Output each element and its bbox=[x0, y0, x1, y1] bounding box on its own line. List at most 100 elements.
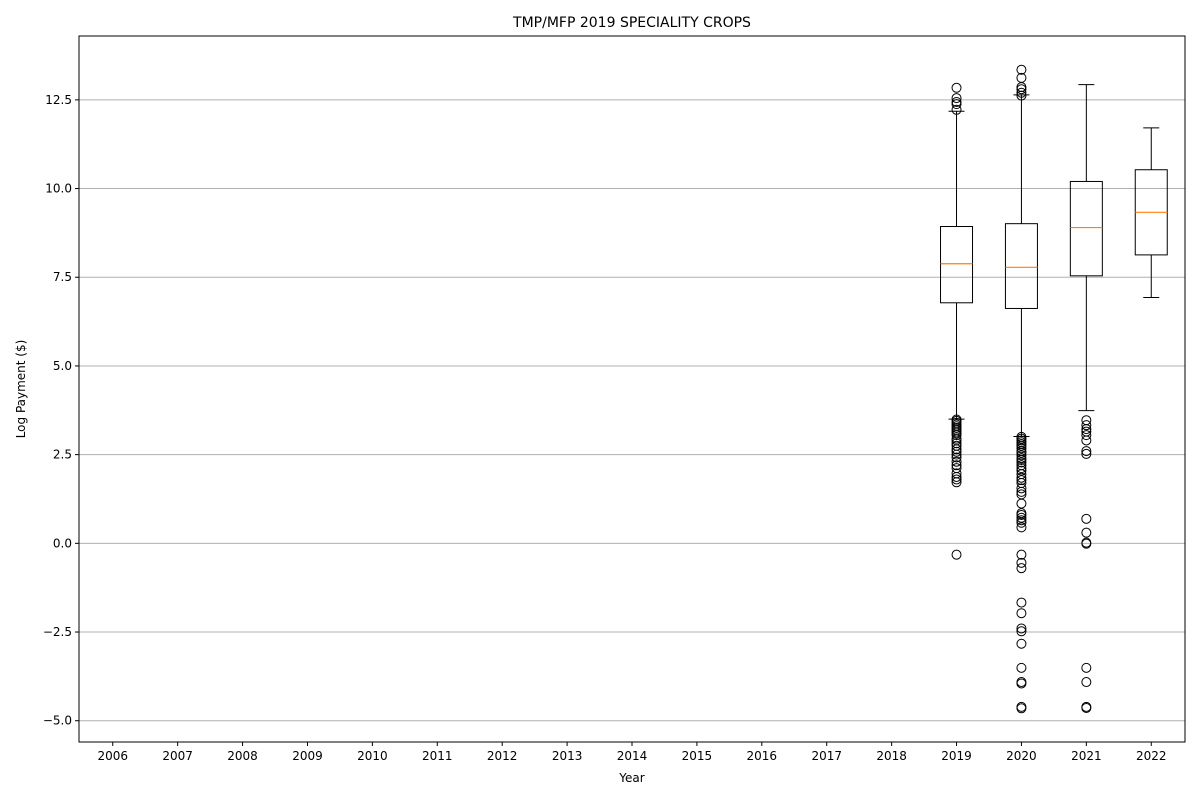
y-tick-label: 0.0 bbox=[53, 536, 72, 550]
outlier-point bbox=[951, 444, 962, 455]
outlier-point bbox=[1081, 677, 1092, 688]
x-tick-label: 2009 bbox=[292, 749, 323, 763]
outlier-point bbox=[1016, 454, 1027, 465]
outlier-point bbox=[1016, 563, 1027, 574]
x-tick-label: 2018 bbox=[876, 749, 907, 763]
x-tick-label: 2016 bbox=[747, 749, 778, 763]
outlier-point bbox=[1016, 447, 1027, 458]
box-iqr bbox=[940, 226, 974, 304]
x-tick-label: 2006 bbox=[97, 749, 128, 763]
outlier-point bbox=[1016, 626, 1027, 637]
y-axis-label: Log Payment ($) bbox=[14, 340, 28, 439]
x-tick-label: 2011 bbox=[422, 749, 453, 763]
outlier-point bbox=[1016, 440, 1027, 451]
outlier-point bbox=[1081, 527, 1092, 538]
outlier-point bbox=[951, 477, 962, 488]
outlier-point bbox=[1016, 549, 1027, 560]
outlier-point bbox=[1016, 450, 1027, 461]
outlier-point bbox=[1016, 597, 1027, 608]
outlier-point bbox=[1016, 498, 1027, 509]
outlier-point bbox=[1016, 443, 1027, 454]
outlier-point bbox=[951, 430, 962, 441]
x-tick-label: 2013 bbox=[552, 749, 583, 763]
outlier-point bbox=[1016, 515, 1027, 526]
outlier-point bbox=[1081, 513, 1092, 524]
x-tick-label: 2007 bbox=[162, 749, 193, 763]
outlier-point bbox=[1016, 522, 1027, 533]
outlier-point bbox=[1081, 702, 1092, 713]
outlier-point bbox=[1016, 465, 1027, 476]
outlier-point bbox=[1081, 420, 1092, 431]
outlier-point bbox=[1016, 512, 1027, 523]
x-tick-label: 2010 bbox=[357, 749, 388, 763]
x-tick-label: 2020 bbox=[1006, 749, 1037, 763]
outlier-point bbox=[951, 474, 962, 485]
x-tick-label: 2019 bbox=[941, 749, 972, 763]
outlier-point bbox=[951, 456, 962, 467]
outlier-point bbox=[1016, 703, 1027, 714]
outlier-point bbox=[1016, 557, 1027, 568]
y-tick-label: 12.5 bbox=[45, 93, 72, 107]
outlier-point bbox=[1016, 638, 1027, 649]
outlier-point bbox=[1016, 623, 1027, 634]
outlier-point bbox=[951, 449, 962, 460]
grid-lines bbox=[79, 99, 1185, 722]
outlier-point bbox=[1016, 463, 1027, 474]
x-axis-label: Year bbox=[618, 771, 644, 785]
outlier-point bbox=[951, 452, 962, 463]
y-tick-label: 5.0 bbox=[53, 359, 72, 373]
box-2022 bbox=[1134, 127, 1168, 298]
box-iqr bbox=[1069, 180, 1103, 277]
y-tick-label: 2.5 bbox=[53, 448, 72, 462]
outlier-point bbox=[1081, 662, 1092, 673]
outlier-point bbox=[1016, 64, 1027, 75]
outlier-point bbox=[951, 549, 962, 560]
outlier-point bbox=[1081, 430, 1092, 441]
outlier-point bbox=[1016, 509, 1027, 520]
box-2020 bbox=[1004, 64, 1038, 714]
outlier-point bbox=[951, 104, 962, 115]
outlier-point bbox=[951, 471, 962, 482]
x-tick-label: 2012 bbox=[487, 749, 518, 763]
x-tick-label: 2022 bbox=[1136, 749, 1167, 763]
outlier-point bbox=[1016, 457, 1027, 468]
outlier-point bbox=[1016, 517, 1027, 528]
x-tick-label: 2014 bbox=[617, 749, 648, 763]
outlier-point bbox=[951, 93, 962, 104]
outlier-point bbox=[1081, 448, 1092, 459]
x-tick-label: 2008 bbox=[227, 749, 258, 763]
outlier-point bbox=[1081, 424, 1092, 435]
outlier-point bbox=[1016, 483, 1027, 494]
x-tick-label: 2015 bbox=[682, 749, 713, 763]
outlier-point bbox=[951, 99, 962, 110]
outlier-point bbox=[951, 446, 962, 457]
outlier-point bbox=[951, 460, 962, 471]
x-tick-label: 2021 bbox=[1071, 749, 1102, 763]
outlier-point bbox=[1016, 486, 1027, 497]
outlier-point bbox=[1016, 84, 1027, 95]
outlier-point bbox=[1016, 678, 1027, 689]
outlier-point bbox=[1081, 538, 1092, 549]
outlier-point bbox=[1081, 435, 1092, 446]
y-tick-label: 10.0 bbox=[45, 182, 72, 196]
outlier-point bbox=[1016, 475, 1027, 486]
x-tick-label: 2017 bbox=[811, 749, 842, 763]
y-axis: −5.0 −2.5 0.0 2.5 5.0 7.5 10.0 12.5 bbox=[43, 93, 79, 728]
box-2021 bbox=[1069, 84, 1103, 713]
outlier-point bbox=[1016, 608, 1027, 619]
outlier-point bbox=[1016, 472, 1027, 483]
y-tick-label: 7.5 bbox=[53, 270, 72, 284]
y-tick-label: −5.0 bbox=[43, 714, 72, 728]
box-iqr bbox=[1004, 223, 1038, 309]
outlier-point bbox=[1081, 446, 1092, 457]
outlier-point bbox=[1016, 87, 1027, 98]
chart-title: TMP/MFP 2019 SPECIALITY CROPS bbox=[512, 15, 751, 31]
outlier-point bbox=[1016, 90, 1027, 101]
outlier-point bbox=[951, 82, 962, 93]
x-axis: 2006 2007 2008 2009 2010 2011 2012 2013 2014 2015… bbox=[97, 742, 1167, 763]
boxes bbox=[940, 64, 1168, 714]
y-tick-label: −2.5 bbox=[43, 625, 72, 639]
outlier-point bbox=[1016, 662, 1027, 673]
